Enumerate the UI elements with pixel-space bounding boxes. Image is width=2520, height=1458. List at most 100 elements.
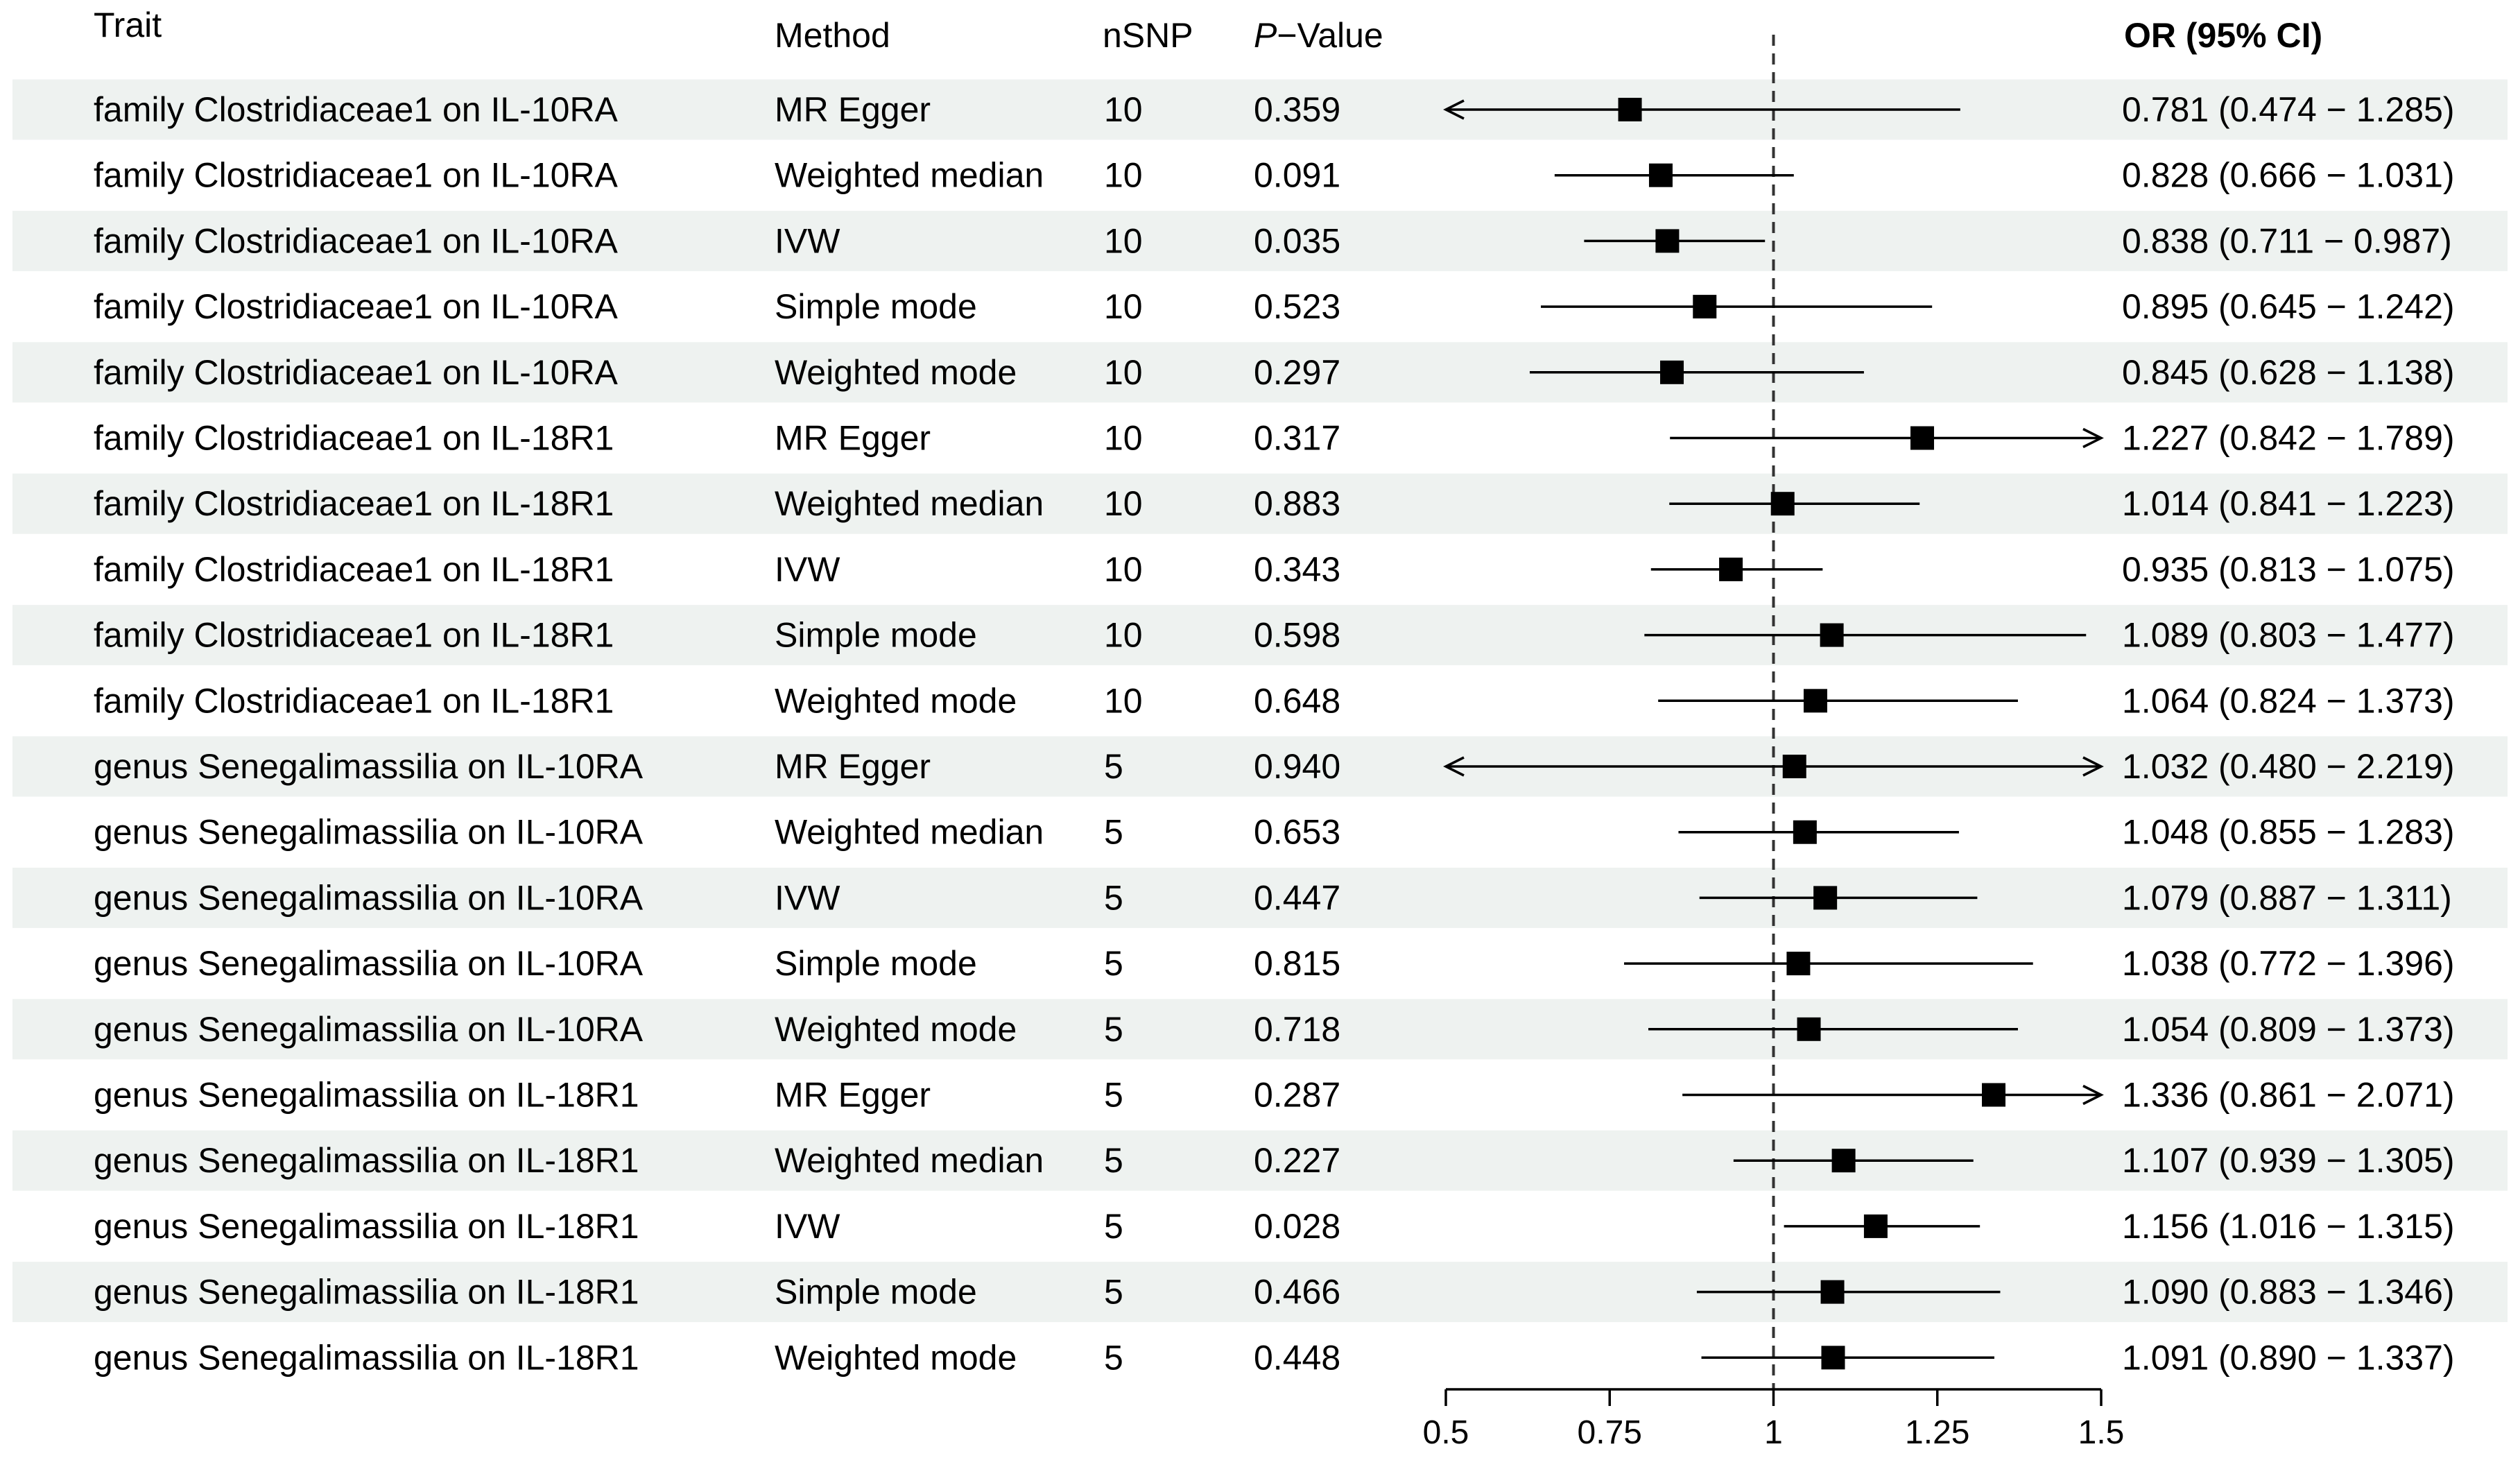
row-pvalue: 0.940 <box>1254 747 1340 786</box>
point-estimate <box>1660 360 1684 384</box>
row-nsnp: 10 <box>1104 419 1143 458</box>
point-estimate <box>1821 1346 1845 1370</box>
row-or-ci: 1.079 (0.887 − 1.311) <box>2122 878 2452 917</box>
header-trait: Trait <box>94 6 162 44</box>
table-row: genus Senegalimassilia on IL-10RA Weighte… <box>94 1010 2455 1049</box>
row-nsnp: 5 <box>1104 1338 1123 1377</box>
row-pvalue: 0.287 <box>1254 1076 1340 1115</box>
table-row: family Clostridiaceae1 on IL-10RA Weighte… <box>94 156 2455 195</box>
row-or-ci: 1.090 (0.883 − 1.346) <box>2122 1273 2455 1312</box>
row-trait: genus Senegalimassilia on IL-18R1 <box>94 1273 639 1312</box>
row-trait: family Clostridiaceae1 on IL-18R1 <box>94 419 614 458</box>
row-method: IVW <box>775 221 840 260</box>
ci-arrow-right <box>2082 427 2104 449</box>
row-or-ci: 0.781 (0.474 − 1.285) <box>2122 90 2455 129</box>
row-or-ci: 1.227 (0.842 − 1.789) <box>2122 419 2455 458</box>
row-or-ci: 1.032 (0.480 − 2.219) <box>2122 747 2455 786</box>
row-method: MR Egger <box>775 90 931 129</box>
point-estimate <box>1982 1083 2006 1107</box>
header-method: Method <box>775 16 890 55</box>
row-pvalue: 0.448 <box>1254 1338 1340 1377</box>
point-estimate <box>1770 492 1795 516</box>
row-pvalue: 0.091 <box>1254 156 1340 195</box>
row-pvalue: 0.598 <box>1254 616 1340 655</box>
x-tick-label: 1.5 <box>2078 1414 2125 1451</box>
row-nsnp: 5 <box>1104 944 1123 983</box>
row-pvalue: 0.343 <box>1254 550 1340 589</box>
table-row: genus Senegalimassilia on IL-18R1 Weighte… <box>94 1338 2455 1377</box>
row-method: Weighted mode <box>775 1338 1017 1377</box>
row-trait: family Clostridiaceae1 on IL-10RA <box>94 287 619 326</box>
row-nsnp: 10 <box>1104 484 1143 523</box>
row-or-ci: 1.336 (0.861 − 2.071) <box>2122 1076 2455 1115</box>
table-row: genus Senegalimassilia on IL-18R1 Weighte… <box>94 1141 2455 1180</box>
point-estimate <box>1820 1280 1845 1304</box>
table-row: family Clostridiaceae1 on IL-18R1 Simple … <box>94 616 2455 655</box>
row-or-ci: 1.156 (1.016 − 1.315) <box>2122 1207 2455 1246</box>
row-pvalue: 0.523 <box>1254 287 1340 326</box>
row-nsnp: 5 <box>1104 1207 1123 1246</box>
table-row: genus Senegalimassilia on IL-10RA MR Egge… <box>94 747 2455 786</box>
row-pvalue: 0.297 <box>1254 353 1340 392</box>
point-estimate <box>1782 755 1806 778</box>
row-method: Weighted median <box>775 156 1044 195</box>
table-row: family Clostridiaceae1 on IL-18R1 MR Egge… <box>94 419 2455 458</box>
row-trait: genus Senegalimassilia on IL-18R1 <box>94 1141 639 1180</box>
row-trait: genus Senegalimassilia on IL-10RA <box>94 813 644 852</box>
x-axis: 0.5 0.75 1 1.25 1.5 <box>1423 1388 2125 1451</box>
row-or-ci: 0.838 (0.711 − 0.987) <box>2122 221 2452 260</box>
row-trait: genus Senegalimassilia on IL-10RA <box>94 1010 644 1049</box>
row-method: Weighted mode <box>775 1010 1017 1049</box>
row-trait: genus Senegalimassilia on IL-10RA <box>94 878 644 917</box>
row-method: Simple mode <box>775 287 977 326</box>
row-or-ci: 1.014 (0.841 − 1.223) <box>2122 484 2455 523</box>
row-method: Simple mode <box>775 944 977 983</box>
row-pvalue: 0.317 <box>1254 419 1340 458</box>
row-trait: family Clostridiaceae1 on IL-18R1 <box>94 681 614 720</box>
row-method: Weighted mode <box>775 681 1017 720</box>
row-pvalue: 0.447 <box>1254 878 1340 917</box>
row-or-ci: 0.935 (0.813 − 1.075) <box>2122 550 2455 589</box>
row-trait: family Clostridiaceae1 on IL-10RA <box>94 156 619 195</box>
row-or-ci: 1.054 (0.809 − 1.373) <box>2122 1010 2455 1049</box>
x-tick-label: 0.5 <box>1423 1414 1469 1451</box>
row-band <box>12 79 2508 140</box>
row-or-ci: 0.845 (0.628 − 1.138) <box>2122 353 2455 392</box>
table-row: genus Senegalimassilia on IL-10RA IVW 5 0.4… <box>94 878 2452 917</box>
row-method: Weighted mode <box>775 353 1017 392</box>
row-nsnp: 10 <box>1104 616 1143 655</box>
row-trait: family Clostridiaceae1 on IL-18R1 <box>94 616 614 655</box>
point-estimate <box>1863 1214 1888 1238</box>
x-tick-label: 1 <box>1764 1414 1783 1451</box>
row-nsnp: 10 <box>1104 353 1143 392</box>
header-nsnp: nSNP <box>1103 16 1193 55</box>
row-pvalue: 0.359 <box>1254 90 1340 129</box>
row-pvalue: 0.466 <box>1254 1273 1340 1312</box>
table-row: family Clostridiaceae1 on IL-18R1 Weighte… <box>94 484 2455 523</box>
row-method: IVW <box>775 1207 840 1246</box>
x-tick-label: 0.75 <box>1578 1414 1642 1451</box>
point-estimate <box>1618 98 1642 121</box>
row-band <box>12 473 2508 534</box>
row-method: MR Egger <box>775 1076 931 1115</box>
row-method: IVW <box>775 550 840 589</box>
ci-arrow-left <box>1443 756 1465 777</box>
row-or-ci: 1.064 (0.824 − 1.373) <box>2122 681 2455 720</box>
point-estimate <box>1820 623 1844 647</box>
point-estimate <box>1693 295 1717 319</box>
row-nsnp: 10 <box>1104 221 1143 260</box>
header-pvalue: P−Value <box>1254 16 1383 55</box>
table-row: family Clostridiaceae1 on IL-10RA Simple … <box>94 287 2455 326</box>
row-trait: genus Senegalimassilia on IL-18R1 <box>94 1076 639 1115</box>
row-nsnp: 5 <box>1104 1141 1123 1180</box>
row-nsnp: 5 <box>1104 1273 1123 1312</box>
data-rows: family Clostridiaceae1 on IL-10RA MR Egge… <box>94 90 2455 1377</box>
row-pvalue: 0.883 <box>1254 484 1340 523</box>
table-row: family Clostridiaceae1 on IL-10RA Weighte… <box>94 353 2455 392</box>
table-row: family Clostridiaceae1 on IL-18R1 IVW 10 0.… <box>94 550 2455 589</box>
point-estimate <box>1831 1149 1856 1173</box>
row-method: Weighted median <box>775 484 1044 523</box>
header-pvalue-rest: −Value <box>1277 16 1383 55</box>
row-nsnp: 10 <box>1104 90 1143 129</box>
